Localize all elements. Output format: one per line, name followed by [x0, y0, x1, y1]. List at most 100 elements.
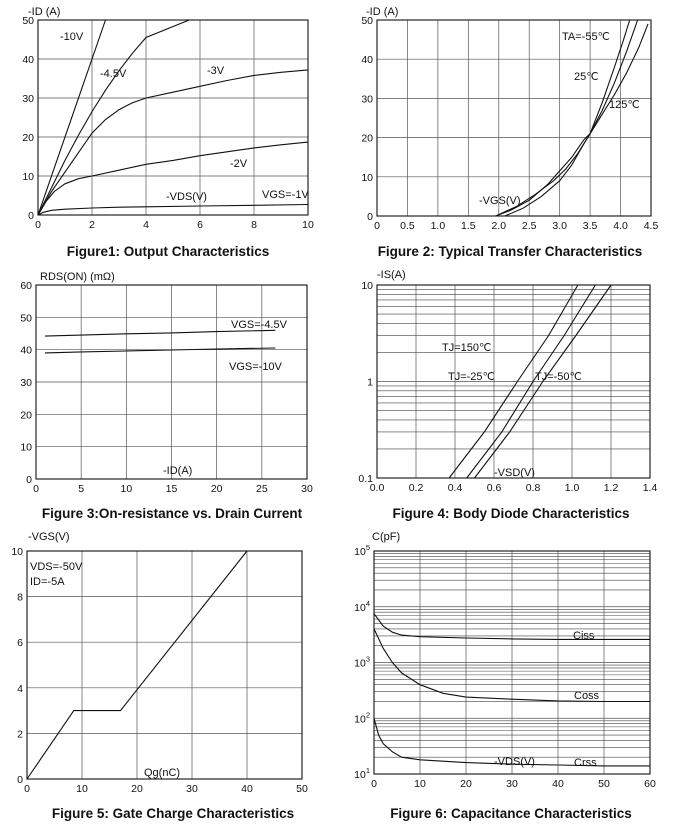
- fig2-xtick: 3.0: [552, 220, 567, 232]
- fig1-label-2v: -2V: [230, 158, 248, 170]
- fig2-xtick: 0: [374, 220, 380, 232]
- chart-gate-charge: 0 10 20 30 40 50 0 2 4 6 8 10: [11, 546, 308, 795]
- fig4-series-1: [448, 284, 579, 479]
- fig5-xtick: 0: [24, 783, 30, 795]
- fig5-xtick: 40: [241, 783, 253, 795]
- fig6-ytick: 102: [354, 710, 370, 725]
- fig6-ytick: 103: [354, 655, 370, 670]
- fig2-x-annotation: -VGS(V): [479, 195, 521, 207]
- fig1-ytick: 20: [22, 132, 34, 144]
- fig1-title: Figure1: Output Characteristics: [67, 244, 270, 259]
- fig1-xtick: 4: [143, 219, 149, 231]
- fig4-label-m25: TJ=-25℃: [448, 371, 495, 383]
- fig2-ytick: 40: [361, 54, 373, 66]
- fig6-xtick: 20: [460, 778, 472, 790]
- fig6-ytick: 101: [354, 766, 370, 781]
- fig5-ytick: 2: [17, 728, 23, 740]
- fig3-ytick: 40: [20, 345, 32, 357]
- fig4-y-label: -IS(A): [377, 269, 406, 281]
- fig3-xtick: 0: [33, 483, 39, 495]
- fig4-ytick: 10: [361, 280, 373, 292]
- fig6-ytick-exp: 4: [366, 599, 370, 608]
- fig3-ytick: 30: [20, 377, 32, 389]
- fig4-title: Figure 4: Body Diode Characteristics: [392, 506, 629, 521]
- fig2-xtick: 0.5: [400, 220, 415, 232]
- fig6-xtick: 10: [414, 778, 426, 790]
- fig4-label-m50: TJ=-50℃: [535, 371, 582, 383]
- fig5-xtick: 20: [131, 783, 143, 795]
- fig6-series-1: [373, 613, 650, 640]
- fig2-xtick: 4.5: [644, 220, 659, 232]
- fig3-xtick: 30: [301, 483, 313, 495]
- fig6-series-3: [373, 718, 650, 767]
- fig4-xtick: 1.0: [565, 482, 580, 494]
- fig1-label-10v: -10V: [60, 31, 84, 43]
- fig3-title: Figure 3:On-resistance vs. Drain Current: [42, 506, 303, 521]
- fig3-ytick: 60: [20, 280, 32, 292]
- fig2-xtick: 3.5: [583, 220, 598, 232]
- fig2-xtick: 1.0: [431, 220, 446, 232]
- fig5-ytick: 8: [17, 592, 23, 604]
- fig5-series-1: [26, 550, 248, 780]
- fig4-xtick: 0.8: [526, 482, 541, 494]
- fig2-ytick: 50: [361, 15, 373, 27]
- fig1-series-3: [37, 69, 309, 216]
- fig4-xtick: 0.2: [409, 482, 424, 494]
- fig5-ytick: 4: [17, 683, 23, 695]
- fig2-xtick: 1.5: [461, 220, 476, 232]
- fig4-frame: [376, 284, 651, 479]
- fig3-label-10v: VGS=-10V: [229, 361, 283, 373]
- fig2-series-3: [495, 23, 649, 217]
- fig1-series-4: [37, 141, 309, 216]
- fig1-ytick: 10: [22, 171, 34, 183]
- fig3-xtick: 10: [120, 483, 132, 495]
- fig6-x-annotation: -VDS(V): [494, 756, 535, 768]
- fig3-ytick: 10: [20, 442, 32, 454]
- fig4-xtick: 1.2: [604, 482, 619, 494]
- fig3-xtick: 5: [78, 483, 84, 495]
- fig3-frame: [35, 284, 308, 480]
- fig1-xtick: 6: [197, 219, 203, 231]
- fig5-vds-note: VDS=-50V: [30, 561, 83, 573]
- fig2-label-125: 125℃: [609, 99, 640, 111]
- fig1-xtick: 2: [89, 219, 95, 231]
- fig4-series-3: [474, 284, 612, 479]
- fig6-ytick: 104: [354, 599, 370, 614]
- fig5-x-annotation: Qg(nC): [144, 767, 180, 779]
- fig6-xtick: 50: [598, 778, 610, 790]
- fig3-ytick: 0: [26, 474, 32, 486]
- fig6-label-coss: Coss: [574, 690, 600, 702]
- fig2-xtick: 2.5: [522, 220, 537, 232]
- fig3-label-4-5v: VGS=-4.5V: [231, 319, 288, 331]
- fig3-series-1: [44, 329, 276, 337]
- fig2-frame: [376, 19, 652, 217]
- fig4-xtick: 1.4: [643, 482, 658, 494]
- fig6-series-2: [373, 628, 650, 703]
- fig1-ytick: 50: [22, 15, 34, 27]
- chart-body-diode: 0.0 0.2 0.4 0.6 0.8 1.0 1.2 1.4 0.1 1 10: [358, 280, 657, 494]
- fig2-ytick: 30: [361, 93, 373, 105]
- fig3-series-2: [44, 347, 276, 354]
- fig5-title: Figure 5: Gate Charge Characteristics: [52, 806, 294, 821]
- fig4-xtick: 0.4: [448, 482, 463, 494]
- fig3-xtick: 20: [211, 483, 223, 495]
- fig2-series-1: [504, 19, 631, 217]
- fig6-ytick-exp: 2: [366, 710, 370, 719]
- fig6-label-ciss: Ciss: [573, 630, 595, 642]
- fig2-label-m55: TA=-55℃: [562, 31, 610, 43]
- fig6-label-crss: Crss: [574, 757, 597, 769]
- fig1-label-1v: VGS=-1V: [262, 189, 309, 201]
- fig6-xtick: 0: [371, 778, 377, 790]
- fig2-y-label: -ID (A): [366, 6, 398, 18]
- fig6-xtick: 60: [644, 778, 656, 790]
- fig1-xtick: 0: [35, 219, 41, 231]
- fig5-id-note: ID=-5A: [30, 576, 65, 588]
- fig1-series-2: [37, 19, 190, 216]
- fig1-ytick: 40: [22, 54, 34, 66]
- fig2-xtick: 4.0: [613, 220, 628, 232]
- fig5-ytick: 10: [11, 546, 23, 558]
- fig1-series-1: [37, 19, 107, 216]
- fig3-y-label: RDS(ON) (mΩ): [40, 271, 115, 283]
- fig6-y-label: C(pF): [372, 531, 400, 543]
